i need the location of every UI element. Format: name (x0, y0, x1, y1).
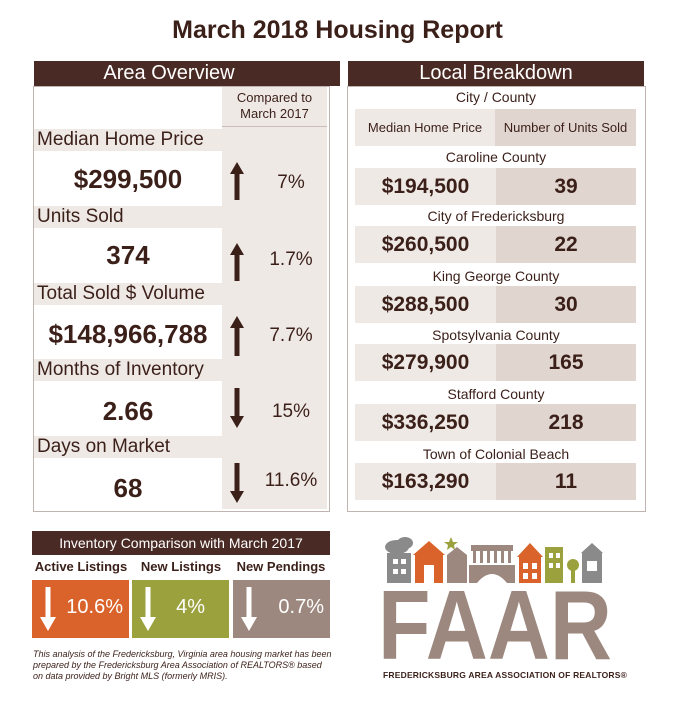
area-name: City of Fredericksburg (427, 208, 565, 224)
area-units: 11 (496, 463, 636, 500)
inventory-change: 10.6% (66, 596, 123, 618)
area-overview-title: Area Overview (103, 62, 235, 84)
local-breakdown-header: Local Breakdown (348, 61, 644, 86)
inventory-change: 0.7% (278, 596, 324, 618)
divider (222, 126, 327, 127)
inventory-card-new-pendings: 0.7% (233, 580, 330, 638)
area-units: 30 (496, 286, 636, 323)
inventory-label: Active Listings (34, 559, 128, 574)
page-title: March 2018 Housing Report (172, 16, 503, 44)
area-overview-header: Area Overview (34, 61, 340, 86)
area-units: 218 (496, 404, 636, 441)
area-overview-header-tip (330, 61, 340, 85)
faar-wordmark-logo: FAAR (378, 583, 612, 663)
area-units: 165 (496, 344, 636, 381)
metric-change: 7% (277, 172, 305, 193)
arrow-up-icon (230, 316, 244, 356)
metric-change: 15% (271, 401, 311, 422)
col-header-price: Median Home Price (355, 109, 495, 146)
faar-wordmark: FAAR (378, 583, 612, 663)
arrow-up-icon (230, 243, 244, 281)
inventory-card-new-listings: 4% (132, 580, 229, 638)
area-name: Caroline County (445, 149, 547, 165)
metric-label: Days on Market (34, 436, 222, 458)
metric-value: 68 (113, 473, 143, 503)
metric-value: $299,500 (73, 164, 183, 194)
area-units: 22 (496, 226, 636, 263)
compared-to-label: Compared to March 2017 (236, 90, 313, 121)
arrow-down-icon (40, 587, 56, 631)
comparison-column (222, 87, 327, 509)
arrow-down-icon (241, 587, 257, 631)
metric-change: 1.7% (269, 249, 313, 270)
inventory-change: 4% (176, 596, 205, 618)
metric-change: 11.6% (264, 470, 318, 491)
arrow-down-icon (140, 587, 156, 631)
area-price: $260,500 (355, 226, 496, 263)
area-price: $194,500 (355, 168, 496, 205)
city-county-label: City / County (455, 89, 537, 105)
inventory-label: New Listings (140, 559, 222, 574)
metric-label: Months of Inventory (34, 359, 222, 381)
area-units: 39 (496, 168, 636, 205)
inventory-header: Inventory Comparison with March 2017 (32, 531, 330, 555)
area-name: Town of Colonial Beach (422, 446, 570, 462)
city-skyline-logo-icon (385, 537, 603, 583)
disclaimer-text: This analysis of the Fredericksburg, Vir… (33, 649, 332, 681)
area-name: Stafford County (447, 386, 545, 402)
area-price: $279,900 (355, 344, 496, 381)
metric-label: Total Sold $ Volume (34, 283, 222, 305)
area-name: King George County (432, 268, 560, 284)
metric-value: 2.66 (102, 396, 154, 426)
faar-subtitle: FREDERICKSBURG AREA ASSOCIATION OF REALT… (383, 670, 628, 680)
arrow-up-icon (230, 162, 244, 200)
inventory-label: New Pendings (236, 559, 326, 574)
inventory-card-active: 10.6% (32, 580, 129, 638)
metric-label: Median Home Price (34, 129, 222, 151)
area-price: $163,290 (355, 463, 496, 500)
metric-value: 374 (106, 240, 150, 270)
arrow-down-icon (230, 463, 244, 503)
area-price: $288,500 (355, 286, 496, 323)
area-price: $336,250 (355, 404, 496, 441)
metric-change: 7.7% (269, 325, 313, 346)
arrow-down-icon (230, 388, 244, 428)
metric-value: $148,966,788 (48, 319, 208, 349)
metric-label: Units Sold (34, 206, 222, 228)
col-header-units: Number of Units Sold (495, 109, 636, 146)
area-name: Spotsylvania County (432, 327, 560, 343)
